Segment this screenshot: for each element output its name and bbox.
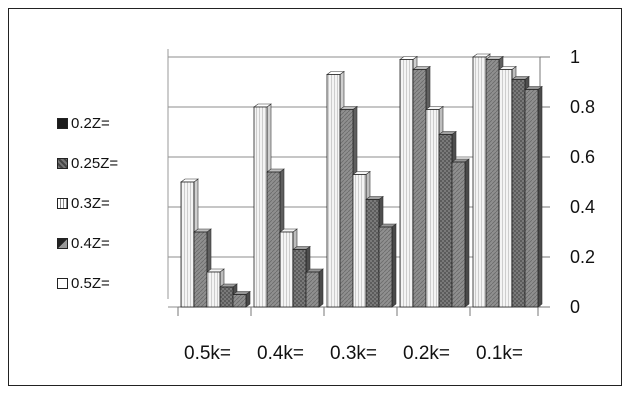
bars-layer — [180, 53, 543, 308]
legend-item-0.2z: 0.2Z= — [57, 112, 110, 134]
y-tick-label: 0 — [570, 297, 580, 317]
legend-swatch-diagonal-icon — [57, 237, 68, 249]
y-tick-label: 0.4 — [570, 197, 595, 217]
legend-item-0.3z: 0.3Z= — [57, 192, 110, 214]
bar-0.2Z=-0.3k= — [378, 223, 397, 308]
bar-0.2Z=-0.4k= — [305, 268, 324, 308]
legend-label: 0.5Z= — [71, 274, 110, 292]
legend-item-0.4z: 0.4Z= — [57, 232, 110, 254]
x-category-label: 0.1k= — [476, 343, 523, 364]
y-tick-label: 1 — [570, 47, 580, 67]
bar-0.2Z=-0.1k= — [524, 85, 543, 308]
legend-swatch-stripes-icon — [57, 197, 68, 209]
x-category-label: 0.3k= — [330, 343, 377, 364]
legend-swatch-plain-icon — [57, 277, 68, 289]
y-tick-label: 0.2 — [570, 247, 595, 267]
x-category-label: 0.2k= — [403, 343, 450, 364]
legend-label: 0.3Z= — [71, 194, 110, 212]
y-axis: 0 0.2 0.4 0.6 0.8 1 — [570, 47, 595, 317]
x-category-label: 0.4k= — [257, 343, 304, 364]
legend-label: 0.2Z= — [71, 114, 110, 132]
y-tick-label: 0.6 — [570, 147, 595, 167]
bar-0.2Z=-0.2k= — [451, 158, 470, 308]
legend-swatch-solid-icon — [57, 117, 68, 129]
legend-swatch-checker-icon — [57, 157, 68, 169]
legend-item-0.25z: 0.25Z= — [57, 152, 118, 174]
legend-label: 0.25Z= — [71, 154, 119, 172]
legend-label: 0.4Z= — [71, 234, 110, 252]
bar-0.2Z=-0.5k= — [232, 290, 251, 308]
y-tick-label: 0.8 — [570, 97, 595, 117]
x-axis: 0.5k= 0.4k= 0.3k= 0.2k= 0.1k= — [184, 343, 523, 364]
x-category-label: 0.5k= — [184, 343, 231, 364]
legend-item-0.5z: 0.5Z= — [57, 272, 110, 294]
